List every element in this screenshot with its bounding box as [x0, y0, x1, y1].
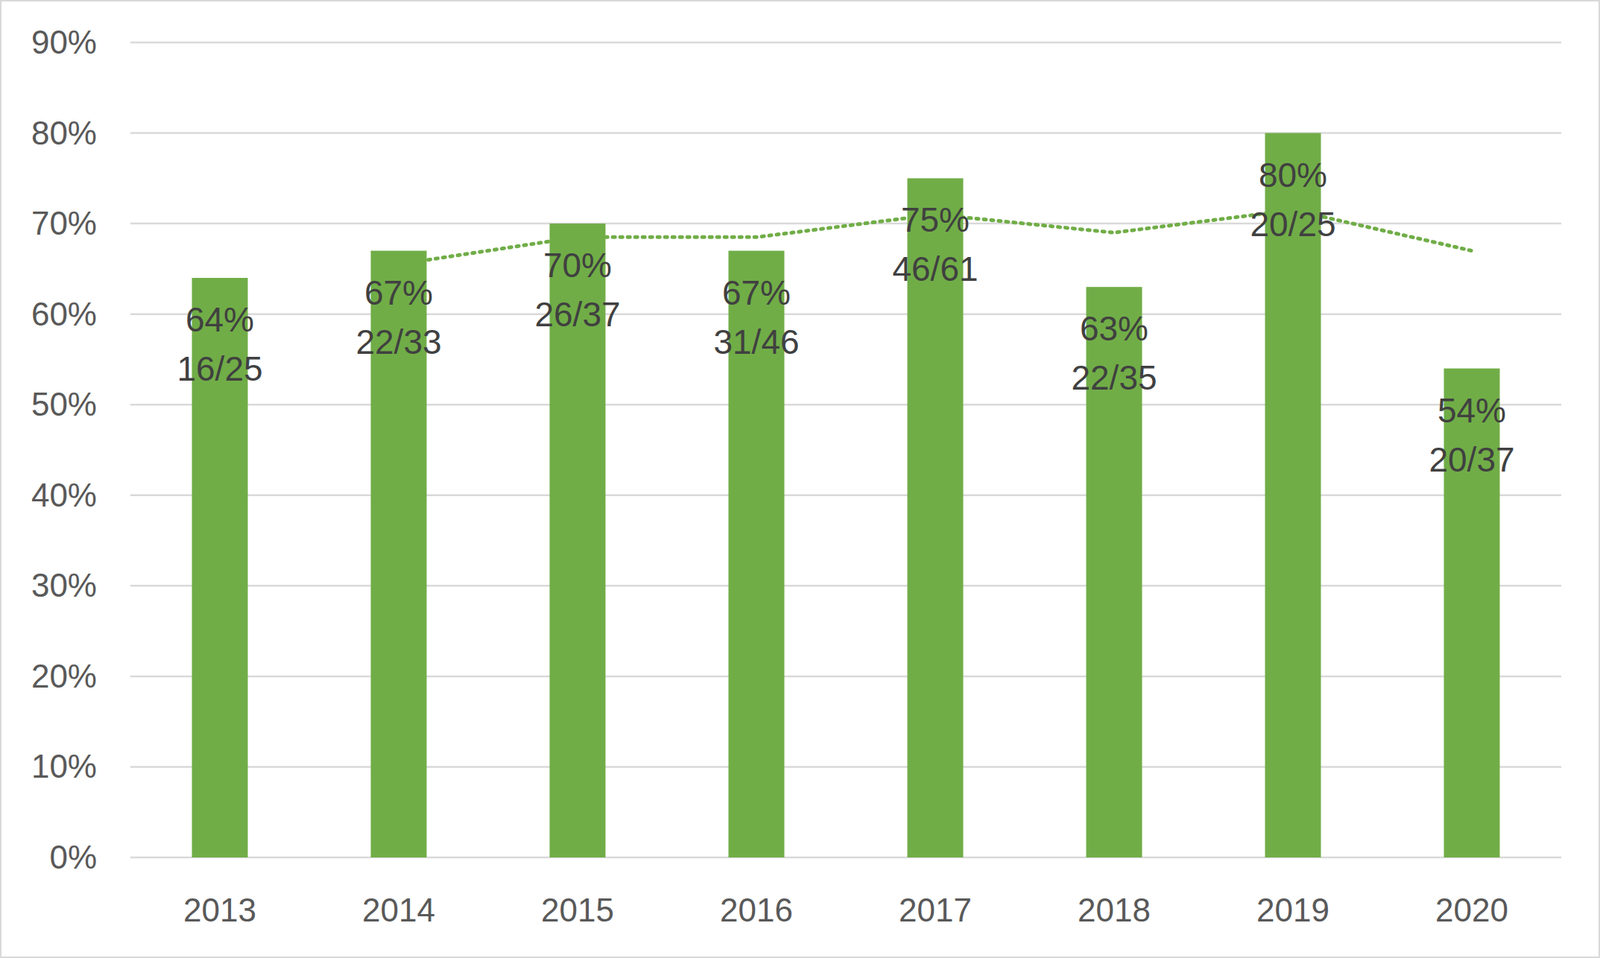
x-tick-label: 2019 [1256, 892, 1330, 929]
grid-line [130, 585, 1562, 588]
y-tick-label: 10% [31, 748, 97, 785]
data-label: 64% [185, 300, 255, 340]
grid-line [130, 675, 1562, 679]
x-tick-label: 2018 [1077, 892, 1151, 929]
chart: 0% 10% 20% 30% 40% 50% 60% 70% 80% 90% 2013 2014 201… [0, 0, 1600, 958]
data-label: 67% [364, 273, 433, 313]
data-label: 70% [543, 245, 612, 285]
x-tick-label: 2015 [541, 892, 615, 929]
grid-line [130, 857, 1562, 860]
grid-line [130, 403, 1562, 407]
y-tick-label: 30% [31, 567, 97, 604]
grid-line [130, 312, 1562, 316]
x-tick-label: 2020 [1435, 892, 1509, 929]
data-label-fraction: 46/61 [892, 249, 978, 289]
grid-line [130, 766, 1562, 769]
y-tick-label: 60% [31, 295, 97, 333]
x-tick-label: 2016 [719, 892, 793, 929]
y-tick-label: 0% [49, 839, 97, 876]
x-tick-label: 2017 [898, 892, 972, 929]
chart-frame [0, 0, 1600, 958]
grid-line [130, 494, 1562, 498]
data-label-fraction: 22/33 [355, 322, 442, 362]
y-tick-label: 90% [31, 23, 97, 61]
data-label-fraction: 20/25 [1249, 204, 1336, 244]
data-label-fraction: 22/35 [1070, 358, 1157, 398]
data-label-fraction: 16/25 [176, 349, 263, 389]
x-tick-label: 2014 [362, 892, 436, 929]
y-tick-label: 20% [31, 658, 97, 695]
data-label: 63% [1079, 309, 1149, 349]
y-tick-label: 40% [31, 476, 97, 514]
data-label: 80% [1258, 155, 1328, 195]
x-tick-label: 2013 [183, 892, 257, 929]
data-label: 75% [900, 200, 970, 240]
plot-area [192, 133, 1501, 858]
data-label-fraction: 26/37 [534, 295, 621, 334]
y-tick-label: 80% [31, 114, 97, 152]
data-label: 67% [722, 273, 791, 313]
grid-line [130, 131, 1562, 135]
data-label-fraction: 31/46 [713, 322, 799, 362]
y-tick-label: 70% [31, 204, 97, 242]
y-tick-label: 50% [31, 386, 97, 423]
grid-line [130, 41, 1562, 44]
data-label: 54% [1437, 391, 1507, 430]
data-label-fraction: 20/37 [1428, 440, 1515, 480]
